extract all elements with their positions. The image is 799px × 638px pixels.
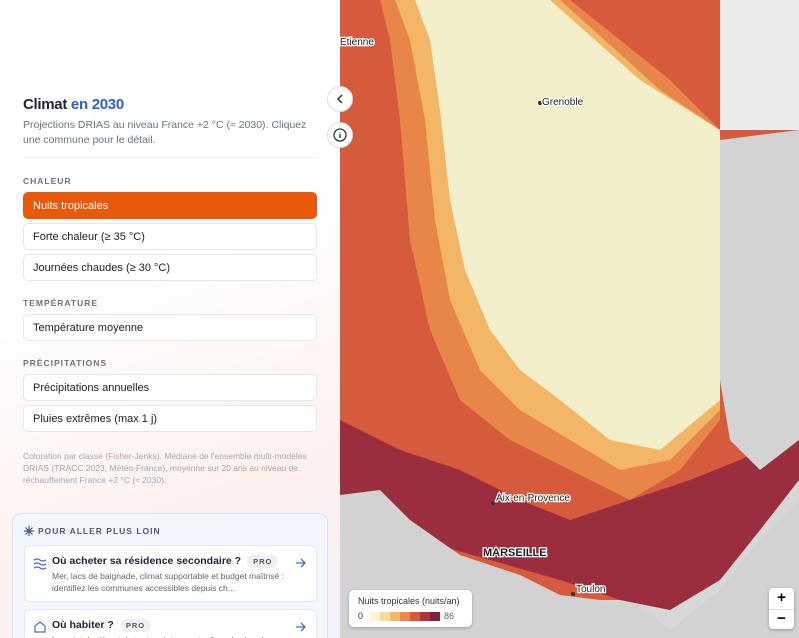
subtitle: Projections DRIAS au niveau France +2 °C… [23,119,307,146]
section-label: TEMPÉRATURE [23,298,99,308]
layer-button[interactable]: Nuits tropicales [23,192,317,219]
legend-title: Nuits tropicales (nuits/an) [358,596,460,606]
legend-swatch [370,612,380,621]
title-main: Climat [23,96,68,113]
divider [23,157,317,158]
legend-swatch [420,612,430,621]
title: Climat en 2030 [23,96,124,113]
legend-swatch [430,612,440,621]
layer-button[interactable]: Journées chaudes (≥ 30 °C) [23,254,317,281]
city-label: Aix-en-Provence [496,493,570,504]
info-button[interactable] [327,122,353,148]
city-label: MARSEILLE [483,547,547,559]
pro-badge: PRO [119,619,152,632]
map: Etienne Grenoble Aix-en-Provence MARSEILLE T… [340,0,799,638]
legend: Nuits tropicales (nuits/an) 0 86 [349,590,472,627]
card-text: Mer, lacs de baignade, climat supportabl… [52,571,284,593]
layer-button[interactable]: Température moyenne [23,314,317,341]
city-label: Toulon [576,584,605,595]
zoom-in[interactable]: + [777,589,786,606]
layer-button[interactable]: Forte chaleur (≥ 35 °C) [23,223,317,250]
side-panel: Climat en 2030 Projections DRIAS au nivea… [0,0,340,638]
layer-button[interactable]: Pluies extrêmes (max 1 j) [23,405,317,432]
city-label: Grenoble [542,97,584,108]
link-card[interactable]: Où habiter ? PRO Le point de départ de tou… [24,609,317,638]
card-icon [33,558,47,570]
sparkle-icon [24,526,34,536]
legend-max: 86 [444,611,455,621]
more-title: POUR ALLER PLUS LOIN [38,526,161,536]
city-label: Etienne [340,37,374,48]
more-box: POUR ALLER PLUS LOIN Où acheter sa réside… [12,513,328,638]
legend-swatch [410,612,420,621]
card-title-text: Où habiter ? [52,619,114,631]
legend-swatch [400,612,410,621]
arrow-icon [296,558,306,568]
legend-swatch [390,612,400,621]
note: Coloration par classe (Fisher-Jenks). Mé… [23,451,307,485]
collapse-button[interactable] [327,86,353,112]
card-title-text: Où acheter sa résidence secondaire ? [52,555,242,567]
arrow-icon [296,622,306,632]
card-title: Où acheter sa résidence secondaire ? PRO [52,555,279,568]
pro-badge: PRO [247,555,279,568]
card-title: Où habiter ? PRO [52,619,152,632]
card-icon [34,621,46,633]
title-accent: en 2030 [70,96,124,113]
legend-min: 0 [358,611,364,621]
card-text: Le point de départ de tout projet : avan… [52,634,297,638]
layer-button[interactable]: Précipitations annuelles [23,374,317,401]
legend-swatch [380,612,390,621]
section-label: PRÉCIPITATIONS [23,358,108,368]
link-card[interactable]: Où acheter sa résidence secondaire ? PRO M… [24,545,317,602]
section-label: CHALEUR [23,176,72,186]
zoom-out[interactable]: − [769,609,794,627]
zoom-control: + − [769,588,794,629]
